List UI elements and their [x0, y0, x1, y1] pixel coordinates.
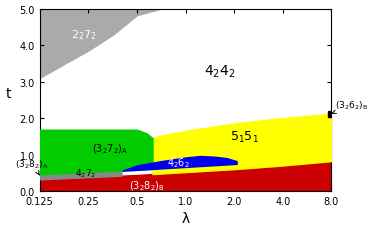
Text: $(3_27_2)_A$: $(3_27_2)_A$	[92, 142, 128, 155]
Text: $(3_26_2)_B$: $(3_26_2)_B$	[332, 99, 368, 114]
X-axis label: λ: λ	[181, 212, 190, 225]
Text: $4_24_2$: $4_24_2$	[204, 63, 236, 79]
Text: $4_26_2$: $4_26_2$	[167, 155, 190, 169]
Y-axis label: t: t	[6, 86, 11, 100]
Text: $4_27_2$: $4_27_2$	[75, 167, 96, 179]
Text: $(3_28_2)_A$: $(3_28_2)_A$	[15, 158, 49, 175]
Text: $2_27_2$: $2_27_2$	[71, 28, 96, 42]
Text: $(3_28_2)_B$: $(3_28_2)_B$	[129, 178, 165, 192]
Text: $5_15_1$: $5_15_1$	[230, 129, 258, 144]
